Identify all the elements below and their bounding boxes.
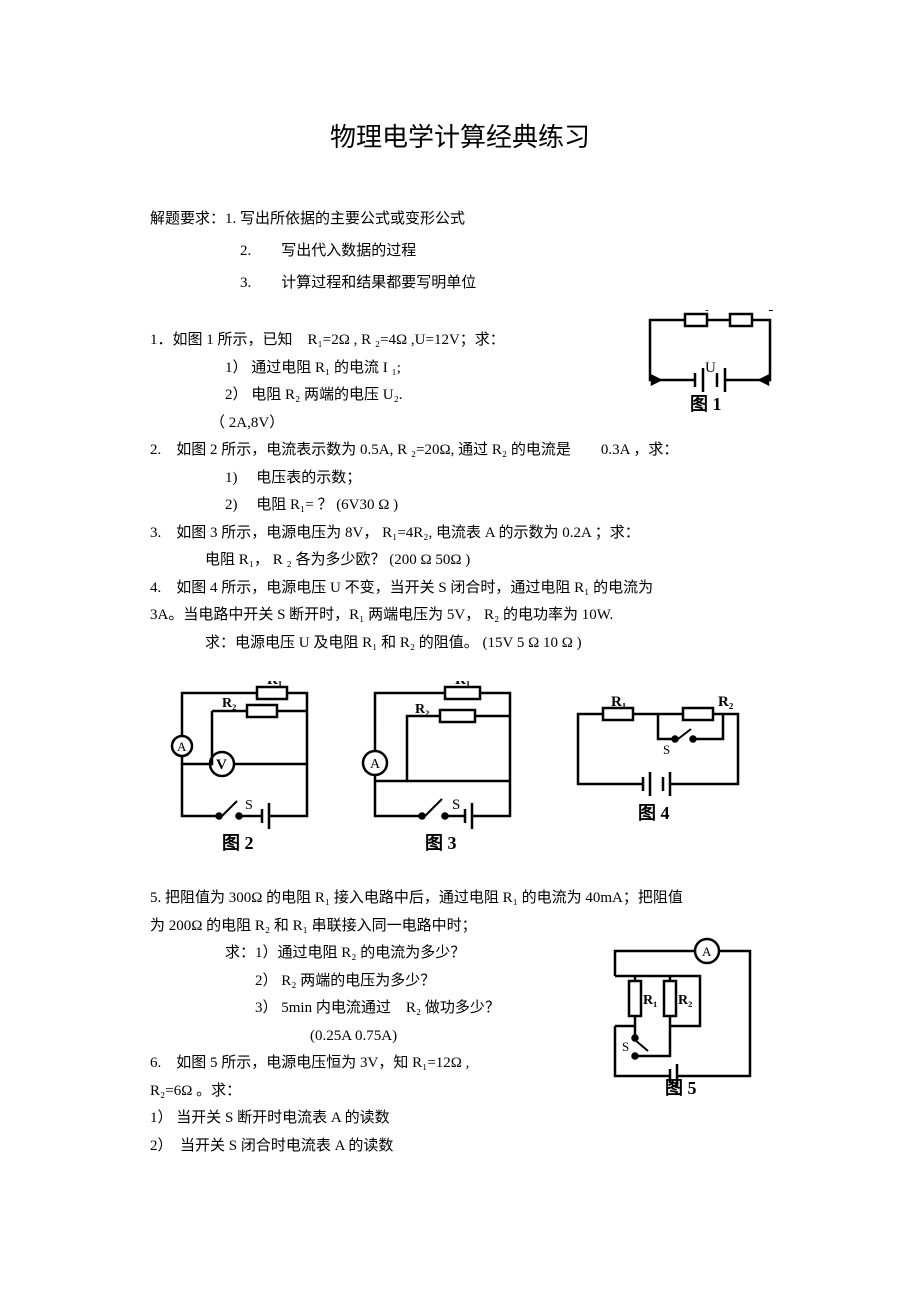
svg-text:R₁: R₁ [267,681,282,688]
svg-text:图 5: 图 5 [665,1078,697,1096]
problem-2-sub2: 2) 电阻 R₁= ？ (6V30 Ω ) [150,493,770,519]
fig1-u-label: U [705,360,716,376]
svg-text:R₁: R₁ [455,681,470,688]
svg-text:R₂: R₂ [415,702,429,717]
svg-text:R₂: R₂ [678,993,692,1008]
fig1-caption: 图 1 [690,394,722,414]
svg-text:A: A [370,757,381,772]
svg-text:S: S [452,797,460,813]
svg-text:R₁: R₁ [643,993,657,1008]
problem-3: 3. 如图 3 所示，电源电压为 8V， R₁=4R₂, 电流表 A 的示数为 … [150,521,770,547]
figure-1: R₁ R₂ U 图 1 [635,310,785,430]
figure-4: R₁ R₂ S 图 4 [563,694,753,844]
problem-5-1: 5. 把阻值为 300Ω 的电阻 R₁ 接入电路中后，通过电阻 R₁ 的电流为 … [150,886,770,912]
req-label: 解题要求： [150,204,225,234]
figure-row: R₁ R₂ A V S 图 2 [150,681,770,856]
svg-text:A: A [702,944,712,959]
problem-4-2: 3A。当电路中开关 S 断开时，R₁ 两端电压为 5V， R₂ 的电功率为 10… [150,603,770,629]
req-item-3: 3. 计算过程和结果都要写明单位 [150,268,770,298]
fig1-r1-label: R₁ [693,310,710,312]
problem-6-sub1: 1） 当开关 S 断开时电流表 A 的读数 [150,1106,770,1132]
problem-2: 2. 如图 2 所示，电流表示数为 0.5A, R ₂=20Ω, 通过 R₂ 的… [150,438,770,464]
svg-text:S: S [622,1039,629,1054]
svg-text:V: V [216,757,227,773]
figure-3: R₁ R₂ A S 图 3 [360,681,530,856]
problem-6-sub2: 2） 当开关 S 闭合时电流表 A 的读数 [150,1134,770,1160]
page-title: 物理电学计算经典练习 [150,117,770,154]
svg-text:S: S [245,798,253,813]
svg-text:A: A [177,739,187,754]
svg-text:图 2: 图 2 [222,833,254,853]
svg-text:R₁: R₁ [611,694,626,710]
figure-2: R₁ R₂ A V S 图 2 [167,681,327,856]
svg-text:S: S [663,742,670,757]
problem-2-sub1: 1) 电压表的示数； [150,466,770,492]
requirements: 解题要求： 1. 写出所依据的主要公式或变形公式 2. 写出代入数据的过程 3.… [150,204,770,298]
problem-3-sub1: 电阻 R₁， R ₂ 各为多少欧？ (200 Ω 50Ω ) [150,548,770,574]
req-item-2: 2. 写出代入数据的过程 [150,236,770,266]
svg-text:R₂: R₂ [718,694,734,710]
figure-5: A R₁ R₂ S 图 5 [600,936,765,1101]
svg-text:图 3: 图 3 [425,833,457,853]
svg-text:R₂: R₂ [222,696,236,711]
fig1-r2-label: R₂ [757,310,774,312]
svg-text:图 4: 图 4 [638,803,670,823]
req-item-1: 1. 写出所依据的主要公式或变形公式 [225,204,465,234]
problem-4-sub1: 求：电源电压 U 及电阻 R₁ 和 R₂ 的阻值。 (15V 5 Ω 10 Ω … [150,631,770,657]
problem-4-1: 4. 如图 4 所示，电源电压 U 不变，当开关 S 闭合时，通过电阻 R₁ 的… [150,576,770,602]
